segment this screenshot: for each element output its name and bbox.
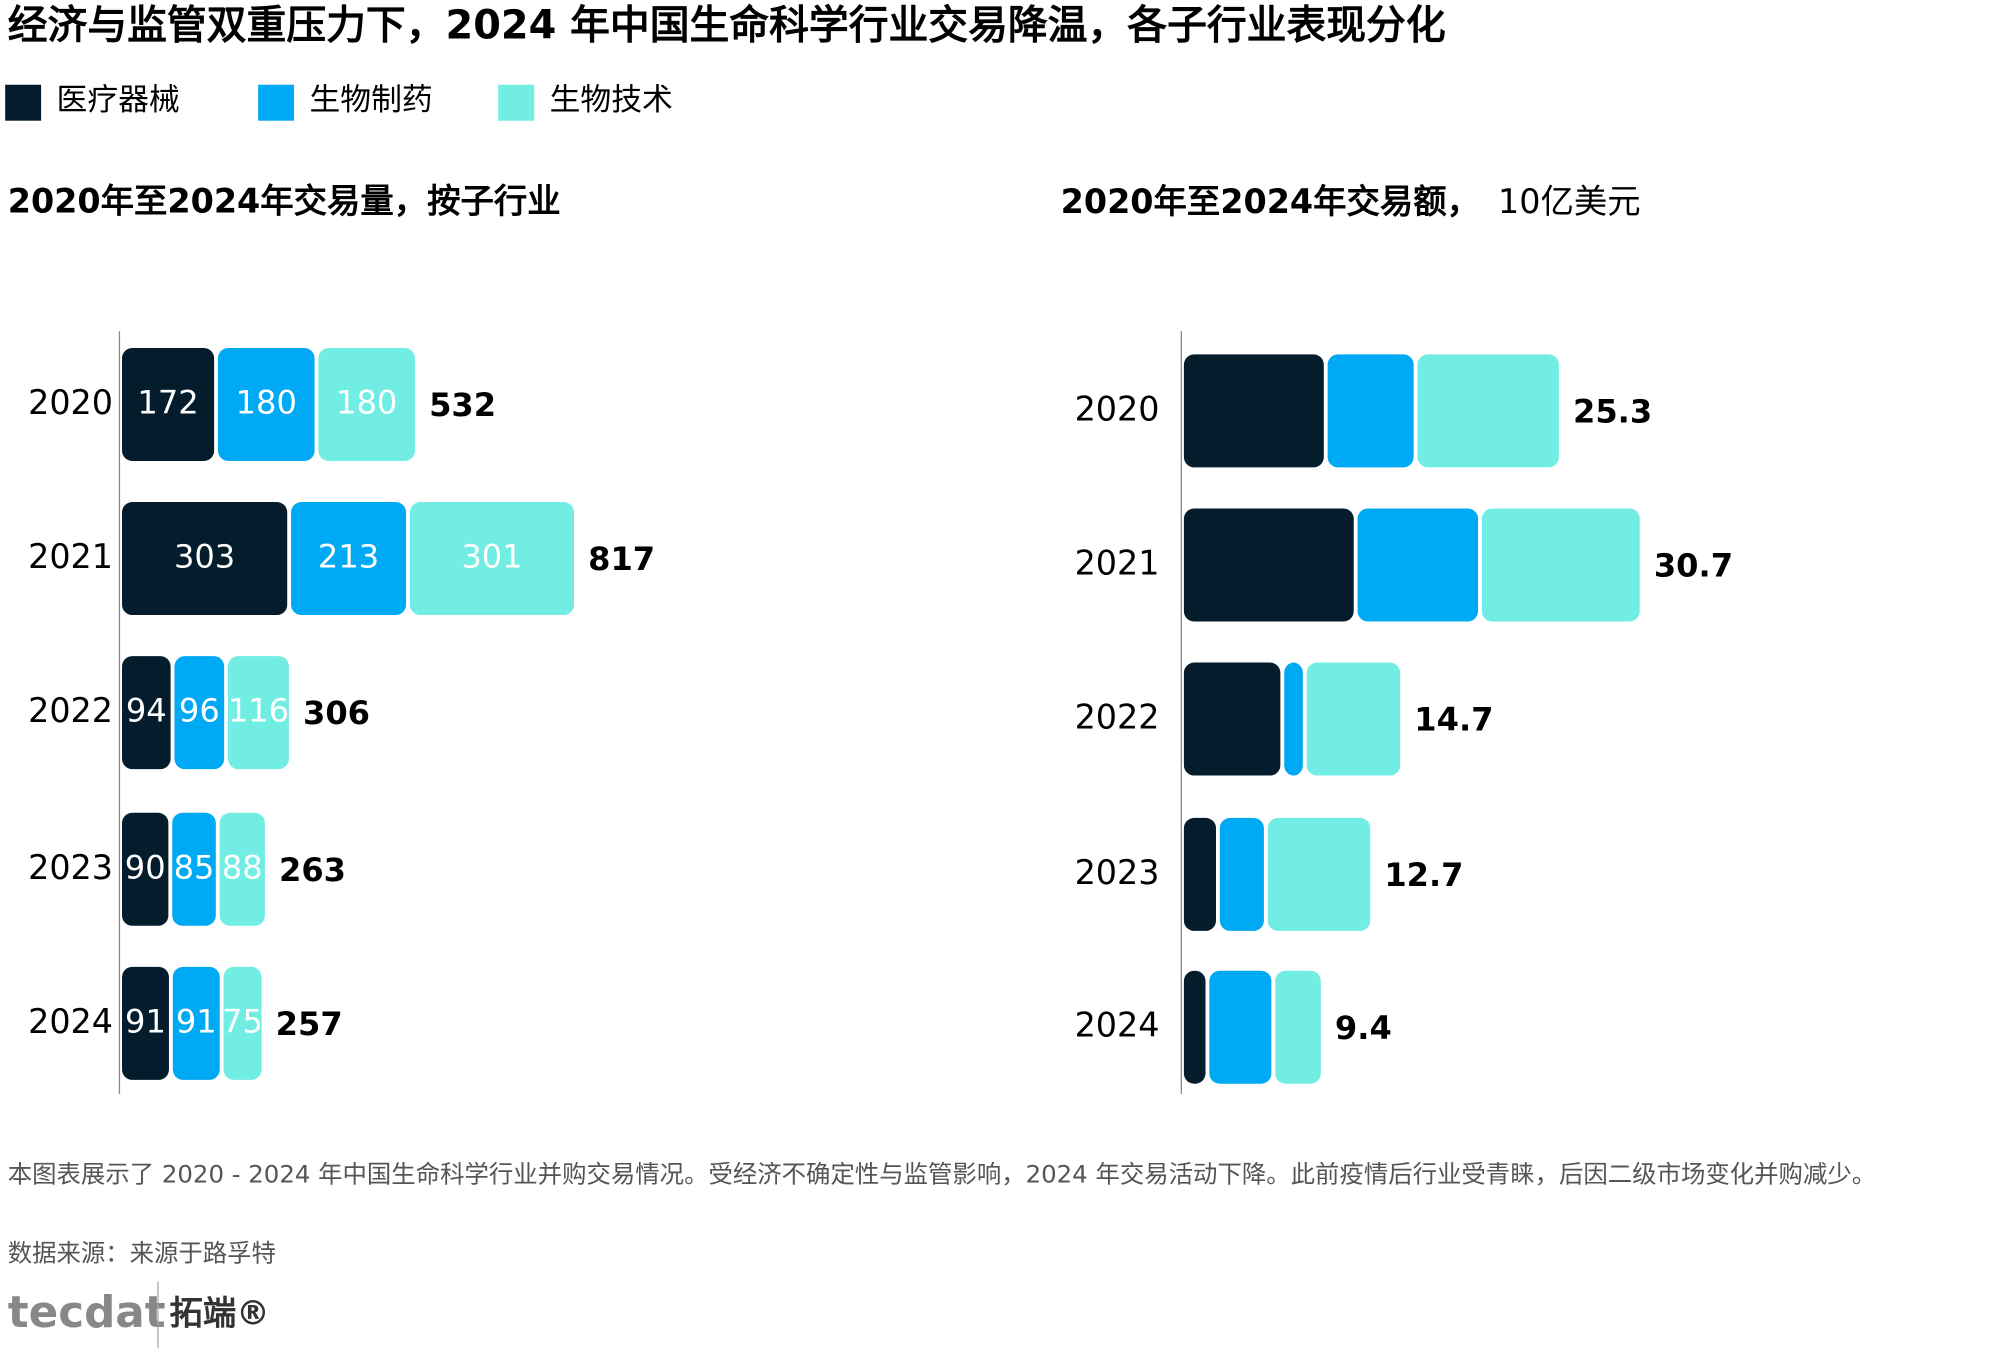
source: 数据来源：来源于路孚特 [8, 1238, 276, 1267]
bar-segment [174, 656, 225, 770]
total-label: 30.7 [1654, 547, 1733, 585]
bar-segment [1183, 354, 1324, 468]
bar-segment [122, 347, 215, 461]
segment-label: 94 [126, 692, 167, 730]
bar-segment [1267, 817, 1371, 931]
chart-unit: 10亿美元 [1498, 181, 1641, 220]
bar-segment [1275, 970, 1321, 1084]
bar-segment [172, 966, 220, 1080]
y-tick-label: 2024 [1075, 1006, 1160, 1045]
bar-segment [1219, 817, 1264, 931]
total-label: 14.7 [1414, 701, 1493, 739]
segment-label: 303 [174, 538, 235, 576]
segment-label: 301 [461, 538, 522, 576]
total-label: 306 [303, 694, 370, 732]
bar-segment [291, 502, 407, 616]
segment-label: 116 [228, 692, 289, 730]
bar-segment [122, 812, 169, 926]
bar-segment [318, 347, 415, 461]
y-tick-label: 2022 [28, 691, 113, 730]
segment-label: 90 [125, 848, 166, 886]
bar-segment [1481, 508, 1640, 622]
segment-label: 85 [174, 848, 215, 886]
segment-label: 213 [318, 538, 379, 576]
total-label: 25.3 [1573, 392, 1652, 430]
y-tick-label: 2023 [28, 848, 113, 887]
y-tick-label: 2021 [28, 537, 113, 576]
bar-segment [1357, 508, 1479, 622]
bar-segment [1183, 662, 1281, 776]
segment-label: 180 [336, 383, 397, 421]
y-tick-label: 2021 [1075, 543, 1160, 582]
note-box: 本图表展示了 2020 - 2024 年中国生命科学行业并购交易情况。受经济不确… [7, 1162, 1877, 1190]
y-tick-label: 2022 [1075, 698, 1160, 737]
segment-label: 91 [176, 1002, 217, 1040]
segment-label: 75 [222, 1002, 263, 1040]
total-label: 817 [588, 540, 655, 578]
legend-label: 生物制药 [309, 82, 432, 118]
bar-segment [219, 812, 265, 926]
bar-segment [122, 502, 288, 616]
bar-segment [172, 812, 216, 926]
legend-label: 生物技术 [550, 82, 673, 118]
legend-swatch [498, 84, 535, 121]
segment-label: 91 [125, 1002, 166, 1040]
segment-label: 88 [222, 848, 263, 886]
legend-swatch [5, 84, 42, 121]
legend-label: 医疗器械 [57, 82, 180, 118]
bar-segment [122, 656, 171, 770]
bar-segment [1183, 817, 1216, 931]
page-title: 经济与监管双重压力下，2024 年中国生命科学行业交易降温，各子行业表现分化 [8, 3, 1446, 49]
bar-segment [1306, 662, 1401, 776]
legend-swatch [258, 84, 295, 121]
logo-brand: tecdat [8, 1287, 166, 1338]
bar-segment [1209, 970, 1272, 1084]
y-tick-label: 2020 [28, 383, 113, 422]
chart-title: 2020年至2024年交易额， 10亿美元 [1061, 181, 1641, 220]
chart-title-main: 2020年至2024年交易额， [1061, 181, 1480, 220]
bar-segment [1183, 970, 1206, 1084]
bar-segment [122, 966, 169, 1080]
total-label: 257 [276, 1005, 343, 1043]
total-label: 9.4 [1335, 1009, 1392, 1047]
y-tick-label: 2024 [28, 1002, 113, 1041]
chart-title: 2020年至2024年交易量，按子行业 [8, 181, 561, 220]
bar-segment [1327, 354, 1414, 468]
segment-label: 180 [236, 383, 297, 421]
bar-segment [217, 347, 315, 461]
bar-segment [1284, 662, 1303, 776]
segment-label: 96 [179, 692, 220, 730]
total-label: 263 [279, 851, 346, 889]
total-label: 12.7 [1384, 856, 1463, 894]
bar-segment [223, 966, 262, 1080]
total-label: 532 [429, 386, 496, 424]
bar-segment [409, 502, 574, 616]
bar-segment [228, 656, 289, 770]
logo-name: 拓端® [170, 1293, 270, 1332]
y-tick-label: 2023 [1075, 853, 1160, 892]
y-tick-label: 2020 [1075, 389, 1160, 428]
bar-segment [1417, 354, 1559, 468]
note: 本图表展示了 2020 - 2024 年中国生命科学行业并购交易情况。受经济不确… [7, 1162, 1877, 1190]
segment-label: 172 [137, 383, 198, 421]
bar-segment [1183, 508, 1354, 622]
